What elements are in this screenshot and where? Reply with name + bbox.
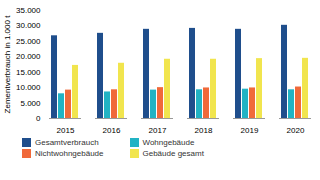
svg-text:2020: 2020	[287, 126, 305, 135]
html-text:Gesamtverbrauch: Gesamtverbrauch	[35, 138, 99, 147]
html-text:Gebäude gesamt: Gebäude gesamt	[142, 149, 204, 158]
svg-text:15.000: 15.000	[16, 68, 41, 77]
svg-text:2018: 2018	[195, 126, 213, 135]
svg-text:5.000: 5.000	[20, 99, 41, 108]
svg-text:2015: 2015	[57, 126, 75, 135]
svg-text:35.000: 35.000	[16, 6, 41, 15]
svg-text:0: 0	[36, 114, 41, 123]
html-text:Wohngebäude: Wohngebäude	[142, 138, 195, 147]
svg-text:2016: 2016	[103, 126, 121, 135]
html-text:Nichtwohngebäude: Nichtwohngebäude	[35, 149, 104, 158]
svg-text:2019: 2019	[241, 126, 259, 135]
svg-text:Zementverbrauch in 1.000 t: Zementverbrauch in 1.000 t	[3, 15, 12, 114]
svg-text:2017: 2017	[149, 126, 167, 135]
svg-text:30.000: 30.000	[16, 21, 41, 30]
svg-text:25.000: 25.000	[16, 37, 41, 46]
svg-text:20.000: 20.000	[16, 52, 41, 61]
svg-text:10.000: 10.000	[16, 83, 41, 92]
